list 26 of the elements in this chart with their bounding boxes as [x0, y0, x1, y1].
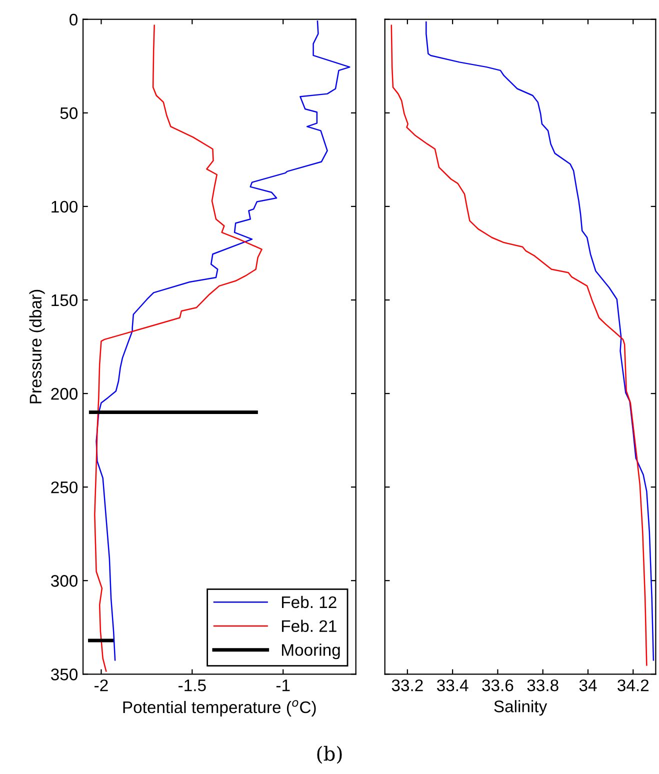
x-tick-label: 34: [579, 679, 597, 692]
legend-label: Feb. 21: [282, 620, 336, 632]
x-axis-title: Potential temperature ($^{o}$C): [123, 700, 316, 716]
y-tick-label: 50: [60, 107, 78, 120]
x-tick-label: -1.5: [178, 680, 206, 692]
x-tick-label: 33.6: [482, 679, 514, 692]
y-tick-label: 250: [51, 481, 78, 494]
x-tick-label: -2: [94, 679, 108, 692]
line-series: [96, 20, 350, 661]
y-tick-label: 300: [51, 575, 78, 587]
x-tick-label: 33.4: [436, 679, 468, 692]
x-tick-label: -1: [276, 680, 290, 692]
x-tick-label: 33.8: [527, 679, 558, 692]
text: (b): [317, 746, 342, 764]
y-axis-title: Pressure (dbar): [29, 290, 45, 404]
y-tick-label: 350: [51, 668, 78, 680]
y-tick-label: 0: [70, 14, 78, 26]
y-tick-label: 200: [51, 388, 78, 400]
x-tick-label: 33.2: [392, 679, 423, 692]
line-series: [94, 24, 262, 672]
x-axis-title: Salinity: [494, 700, 548, 716]
x-tick-label: 34.2: [618, 679, 649, 692]
legend-label: Mooring: [282, 644, 340, 660]
legend-label: Feb. 12: [282, 596, 336, 608]
y-tick-label: 150: [52, 294, 78, 306]
y-tick-label: 100: [52, 200, 78, 213]
